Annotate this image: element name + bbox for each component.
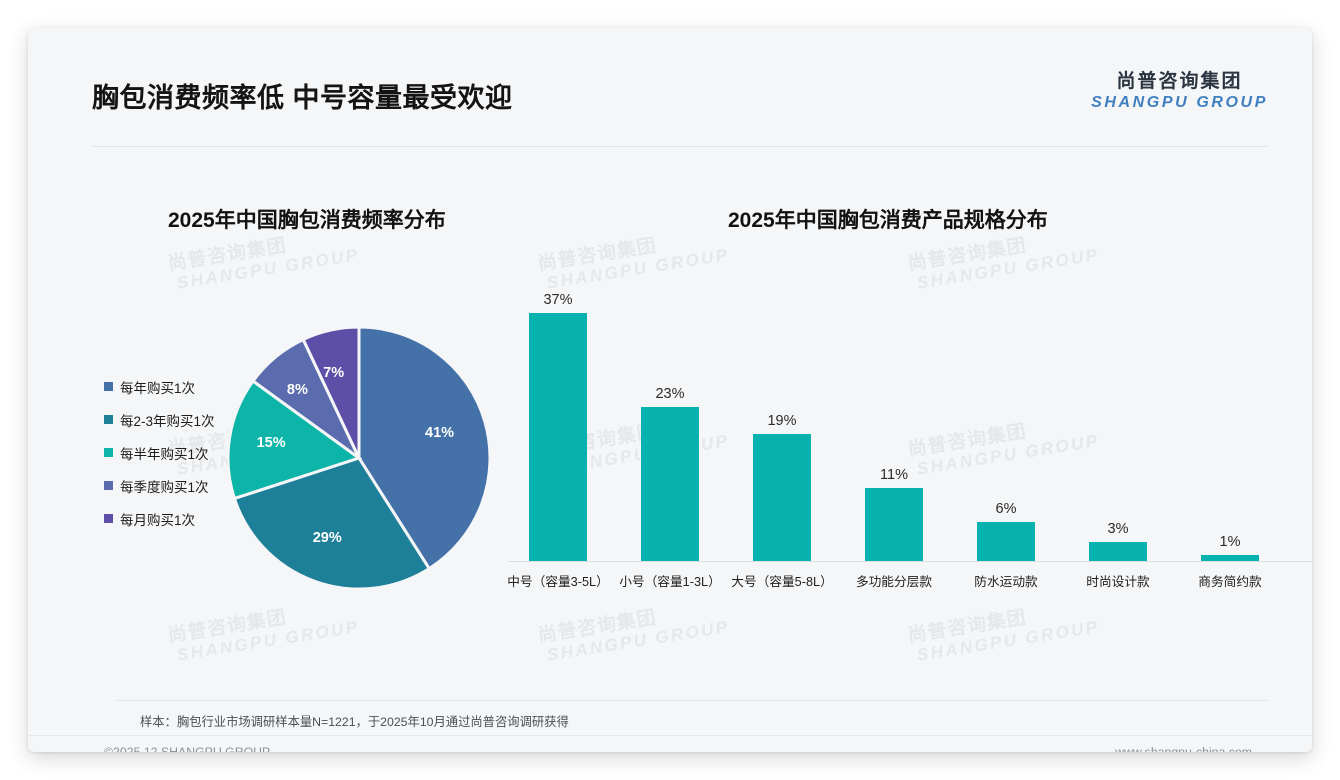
pie-slice-label: 41% bbox=[425, 424, 455, 441]
bar-rect[interactable] bbox=[865, 488, 923, 562]
legend-item-label: 每年购买1次 bbox=[120, 380, 196, 396]
bar-rect[interactable] bbox=[977, 521, 1035, 562]
footer-divider bbox=[28, 735, 1312, 736]
bar-category-label: 大号（容量5-8L） bbox=[731, 575, 833, 589]
legend-swatch-icon bbox=[104, 514, 113, 523]
footer-copyright: ©2025.12 SHANGPU GROUP bbox=[104, 745, 271, 752]
pie-chart: 41% 29% 15% 8% 7% bbox=[228, 324, 490, 592]
pie-slice-label: 29% bbox=[312, 530, 342, 547]
bar-column[interactable]: 19% bbox=[750, 413, 814, 562]
pie-chart-legend: 每年购买1次每2-3年购买1次 每半年购买1次 每季度购买1次 每月购买1次 bbox=[104, 370, 244, 535]
legend-swatch-icon bbox=[104, 448, 113, 457]
legend-item-label: 每2-3年购买1次 bbox=[120, 413, 215, 429]
bar-category-label: 时尚设计款 bbox=[1086, 575, 1150, 589]
bar-category-label: 小号（容量1-3L） bbox=[619, 575, 721, 589]
legend-swatch-icon bbox=[104, 481, 113, 490]
bar-value-label: 1% bbox=[1219, 534, 1241, 551]
bar-column[interactable]: 11% bbox=[862, 467, 926, 562]
logo-english-text: SHANGPU GROUP bbox=[1091, 94, 1268, 111]
bar-column[interactable]: 6% bbox=[974, 501, 1038, 562]
bar-value-label: 11% bbox=[880, 467, 908, 483]
legend-item-label: 每半年购买1次 bbox=[120, 446, 209, 462]
footer-website: www.shangpu-china.com bbox=[1115, 745, 1252, 752]
bar-chart: 37% 23% 19% 11% 6% 3% 1% bbox=[508, 276, 1308, 562]
bar-chart-axis-line bbox=[508, 561, 1312, 562]
footnote-divider bbox=[116, 700, 1268, 701]
bar-category-label: 商务简约款 bbox=[1198, 575, 1262, 589]
bar-column[interactable]: 1% bbox=[1198, 534, 1262, 562]
bar-value-label: 37% bbox=[543, 292, 573, 308]
bar-value-label: 3% bbox=[1107, 520, 1129, 537]
pie-slice-label: 15% bbox=[256, 435, 286, 452]
bar-value-label: 6% bbox=[995, 500, 1017, 517]
bar-rect[interactable] bbox=[753, 434, 811, 562]
header: 胸包消费频率低 中号容量最受欢迎 尚普咨询集团 SHANGPU GROUP bbox=[28, 28, 1312, 120]
pie-chart-svg bbox=[228, 325, 490, 591]
bar-value-label: 23% bbox=[655, 386, 685, 403]
charts-area: 2025年中国胸包消费频率分布 每年购买1次每2-3年购买1次 每半年购买1次 每季… bbox=[28, 28, 1312, 752]
pie-slice[interactable] bbox=[301, 325, 361, 459]
infographic-card: 尚普咨询集团 SHANGPU GROUP 尚普咨询集团 SHANGPU GROUP 尚普… bbox=[28, 28, 1312, 752]
legend-item-label: 每季度购买1次 bbox=[120, 479, 209, 495]
bar-rect[interactable] bbox=[641, 407, 699, 562]
legend-item[interactable]: 每半年购买1次 bbox=[104, 436, 244, 469]
legend-item[interactable]: 每月购买1次 bbox=[104, 502, 244, 535]
header-divider bbox=[92, 146, 1268, 147]
logo-chinese-text: 尚普咨询集团 bbox=[1116, 71, 1243, 92]
pie-slice-label: 7% bbox=[323, 364, 345, 381]
bar-rect[interactable] bbox=[529, 313, 587, 562]
bar-category-label: 多功能分层款 bbox=[855, 575, 933, 589]
pie-slice-label: 8% bbox=[286, 382, 308, 399]
bar-column[interactable]: 37% bbox=[526, 292, 590, 562]
legend-item-label: 每月购买1次 bbox=[120, 512, 196, 528]
pie-slice[interactable] bbox=[232, 456, 432, 591]
legend-item[interactable]: 每年购买1次 bbox=[104, 370, 244, 403]
bar-category-label: 中号（容量3-5L） bbox=[507, 575, 609, 589]
legend-item[interactable]: 每季度购买1次 bbox=[104, 469, 244, 502]
bar-rect[interactable] bbox=[1089, 541, 1147, 562]
legend-item[interactable]: 每2-3年购买1次 bbox=[104, 403, 244, 436]
brand-logo: 尚普咨询集团 SHANGPU GROUP bbox=[1091, 66, 1268, 112]
page-title: 胸包消费频率低 中号容量最受欢迎 bbox=[92, 83, 513, 113]
bar-column[interactable]: 3% bbox=[1086, 521, 1150, 562]
bar-column[interactable]: 23% bbox=[638, 386, 702, 562]
pie-slice[interactable] bbox=[228, 378, 363, 501]
sample-footnote: 样本：胸包行业市场调研样本量N=1221，于2025年10月通过尚普咨询调研获得 bbox=[140, 715, 569, 729]
legend-swatch-icon bbox=[104, 382, 113, 391]
legend-swatch-icon bbox=[104, 415, 113, 424]
pie-chart-title: 2025年中国胸包消费频率分布 bbox=[168, 209, 446, 232]
bar-category-label: 防水运动款 bbox=[974, 575, 1038, 589]
bar-chart-title: 2025年中国胸包消费产品规格分布 bbox=[728, 209, 1048, 232]
bar-rect[interactable] bbox=[1201, 555, 1259, 562]
bar-value-label: 19% bbox=[767, 413, 797, 430]
